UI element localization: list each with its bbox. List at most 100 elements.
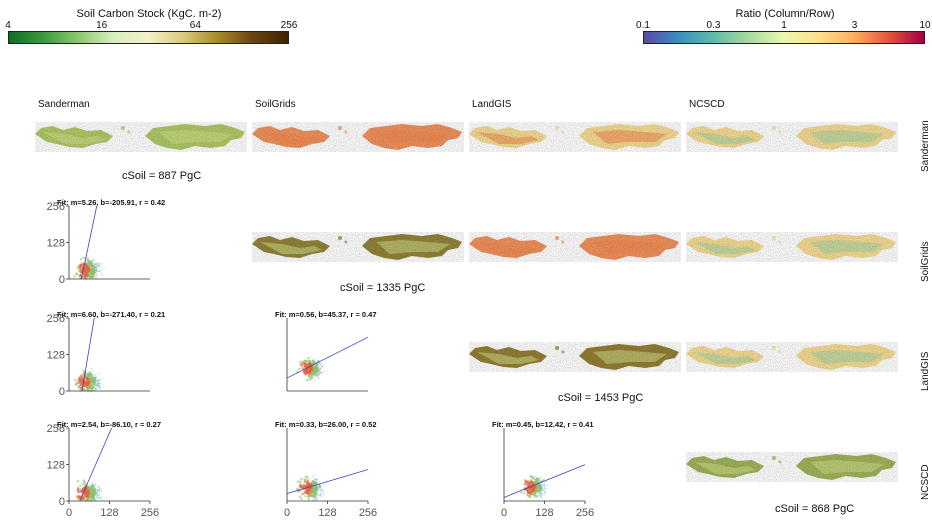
column-label-sanderman: Sanderman	[38, 99, 90, 110]
scatter-point	[95, 492, 98, 495]
scatter-point	[323, 492, 326, 495]
map-ratio	[686, 342, 898, 372]
scatter-point	[104, 267, 106, 269]
scatter-point	[306, 356, 310, 360]
scatter-point	[539, 476, 542, 479]
soil-colorbar	[8, 31, 289, 44]
scatter-point	[86, 273, 89, 277]
scatter-point	[76, 381, 80, 385]
scatter-point	[314, 492, 318, 495]
scatter-point	[77, 496, 81, 499]
scatter-point	[97, 270, 100, 273]
scatter-point	[94, 378, 97, 381]
fit-line	[81, 317, 95, 392]
scatter-point	[98, 497, 101, 500]
scatter-point	[304, 475, 308, 478]
scatter-point	[301, 367, 305, 370]
scatter-point	[97, 386, 100, 389]
scatter-point	[304, 372, 307, 376]
scatter-point	[78, 491, 82, 494]
scatter-point	[93, 259, 96, 262]
scatter-point	[524, 480, 528, 483]
scatter-point	[317, 359, 319, 362]
scatter-point	[314, 481, 318, 485]
scatter-point	[80, 270, 83, 274]
scatter-point	[309, 492, 313, 496]
scatter-point	[98, 264, 101, 266]
scatter-point	[545, 488, 548, 490]
scatter-point	[311, 486, 315, 489]
scatter-point	[95, 494, 98, 496]
scatter-point	[316, 375, 319, 378]
scatter-point	[79, 263, 83, 267]
scatter-point	[538, 483, 541, 487]
scatter-point	[540, 483, 543, 486]
scatter-point	[96, 270, 98, 273]
scatter-point	[317, 374, 319, 377]
scatter-point	[95, 269, 98, 272]
scatter-point	[94, 274, 97, 277]
scatter-point	[91, 378, 94, 382]
scatter-point	[98, 497, 101, 499]
scatter-point	[100, 274, 103, 277]
scatter-plot: 0 128 256	[47, 201, 150, 286]
scatter-point	[99, 488, 102, 491]
scatter-point	[100, 267, 103, 270]
scatter-point	[77, 378, 81, 382]
scatter-point	[528, 493, 532, 497]
csoil-sanderman: cSoil = 887 PgC	[122, 170, 202, 182]
scatter-point	[542, 479, 545, 481]
scatter-point	[320, 495, 323, 498]
scatter-point	[94, 265, 97, 268]
scatter-point	[315, 497, 318, 500]
fit-label: Fit: m=0.33, b=26.00, r = 0.52	[275, 420, 377, 429]
scatter-point	[304, 494, 307, 498]
scatter-point	[90, 489, 94, 493]
y-tick-label: 128	[47, 460, 65, 472]
scatter-point	[96, 489, 99, 492]
scatter-point	[298, 495, 302, 498]
x-tick-label: 0	[66, 507, 72, 519]
scatter-point	[315, 478, 318, 481]
scatter-point	[541, 493, 544, 495]
scatter-point	[97, 270, 100, 273]
scatter-point	[325, 482, 328, 485]
scatter-point	[542, 479, 545, 482]
scatter-point	[319, 484, 321, 486]
scatter-point	[323, 362, 326, 365]
scatter-point	[96, 381, 99, 384]
scatter-point	[318, 484, 321, 487]
scatter-point	[95, 379, 97, 382]
scatter-point	[525, 483, 528, 487]
scatter-point	[94, 381, 97, 384]
scatter-point	[540, 487, 543, 489]
scatter-point	[318, 363, 321, 365]
ratio-colorbar	[643, 31, 925, 44]
scatter-point	[92, 276, 95, 279]
scatter-point	[92, 267, 96, 270]
scatter-point	[309, 378, 312, 382]
scatter-point	[87, 373, 90, 377]
scatter-point	[539, 495, 542, 498]
map-ratio	[686, 232, 898, 262]
scatter-point	[76, 266, 79, 269]
scatter-point	[300, 477, 303, 481]
scatter-point	[102, 274, 105, 276]
scatter-point	[321, 365, 324, 367]
scatter-point	[299, 362, 303, 366]
scatter-point	[314, 477, 317, 480]
scatter-point	[92, 264, 95, 267]
scatter-point	[95, 266, 98, 269]
scatter-point	[306, 495, 310, 498]
scatter-point	[543, 483, 546, 486]
y-tick-label: 0	[59, 386, 65, 398]
scatter-point	[79, 383, 83, 387]
scatter-point	[311, 370, 314, 373]
scatter-point	[89, 486, 93, 489]
x-tick-label: 0	[501, 507, 507, 519]
scatter-point	[100, 262, 103, 265]
scatter-point	[317, 487, 320, 490]
scatter-point	[526, 493, 529, 497]
scatter-point	[543, 485, 546, 488]
scatter-point	[95, 274, 98, 277]
